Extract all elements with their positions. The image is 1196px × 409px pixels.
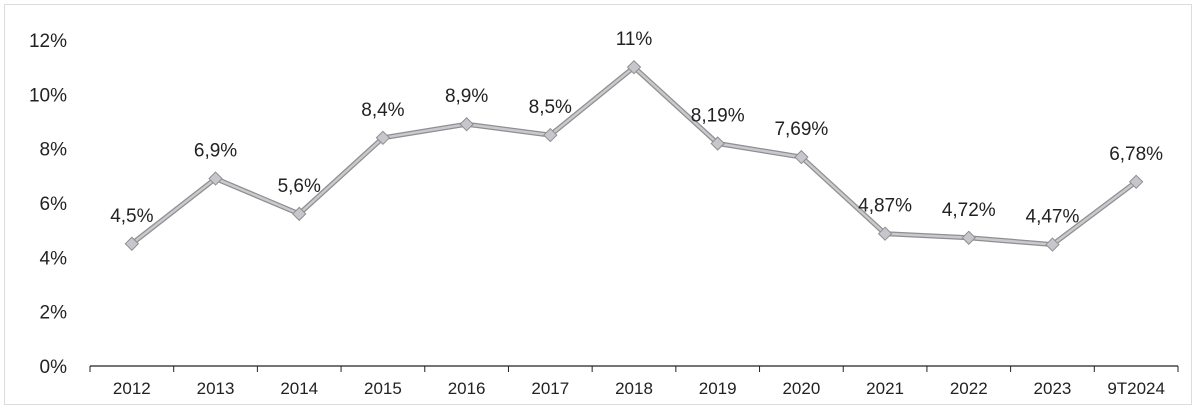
x-tick-label: 9T2024	[1107, 379, 1165, 398]
data-label: 6,9%	[194, 141, 237, 162]
data-point	[961, 230, 976, 245]
x-tick-label: 2016	[448, 379, 486, 398]
data-markers	[124, 59, 1144, 252]
data-point	[459, 117, 474, 132]
data-labels: 4,5% 6,9% 5,6% 8,4% 8,9% 8,5% 11% 8,19% 7,69% 4,8…	[110, 29, 1163, 227]
data-label: 8,19%	[691, 106, 745, 127]
y-tick-label: 10%	[29, 85, 67, 106]
x-axis-ticks: 2012 2013 2014 2015 2016 2017 2018 2019 2020 2021…	[89, 366, 1179, 398]
data-point	[543, 127, 558, 143]
y-tick-label: 8%	[40, 140, 68, 161]
x-tick-label: 2012	[113, 379, 151, 398]
data-point	[710, 136, 725, 151]
data-label: 11%	[616, 29, 653, 50]
data-point	[124, 236, 140, 251]
data-label: 4,72%	[942, 200, 996, 221]
data-point	[1045, 237, 1060, 252]
y-tick-label: 12%	[29, 31, 67, 52]
data-label: 8,4%	[361, 100, 404, 121]
data-label: 4,47%	[1026, 207, 1080, 228]
data-label: 7,69%	[774, 119, 828, 140]
data-point	[292, 206, 307, 222]
data-point	[877, 226, 893, 241]
data-point	[1128, 174, 1144, 190]
data-point	[626, 59, 642, 75]
x-tick-label: 2021	[866, 379, 904, 398]
data-point	[208, 171, 223, 186]
x-tick-label: 2023	[1034, 379, 1072, 398]
x-tick-label: 2019	[699, 379, 737, 398]
data-point	[375, 130, 391, 146]
data-label: 8,5%	[529, 97, 572, 118]
x-tick-label: 2015	[364, 379, 402, 398]
chart-frame	[4, 4, 1192, 405]
data-label: 5,6%	[278, 176, 321, 197]
data-label: 4,87%	[858, 196, 912, 217]
data-point	[794, 149, 809, 165]
x-tick-label: 2018	[615, 379, 653, 398]
x-tick-label: 2014	[280, 379, 318, 398]
data-label: 4,5%	[110, 206, 153, 227]
data-label: 8,9%	[445, 86, 488, 107]
y-tick-label: 4%	[40, 248, 68, 269]
y-tick-label: 6%	[40, 194, 68, 215]
x-tick-label: 2013	[197, 379, 235, 398]
data-label: 6,78%	[1109, 144, 1163, 165]
x-tick-label: 2020	[782, 379, 820, 398]
y-tick-label: 2%	[40, 303, 68, 324]
y-tick-label: 0%	[40, 357, 68, 378]
x-tick-label: 2017	[531, 379, 569, 398]
x-tick-label: 2022	[950, 379, 988, 398]
y-axis-ticks: 0% 2% 4% 6% 8% 10% 12%	[29, 31, 67, 378]
